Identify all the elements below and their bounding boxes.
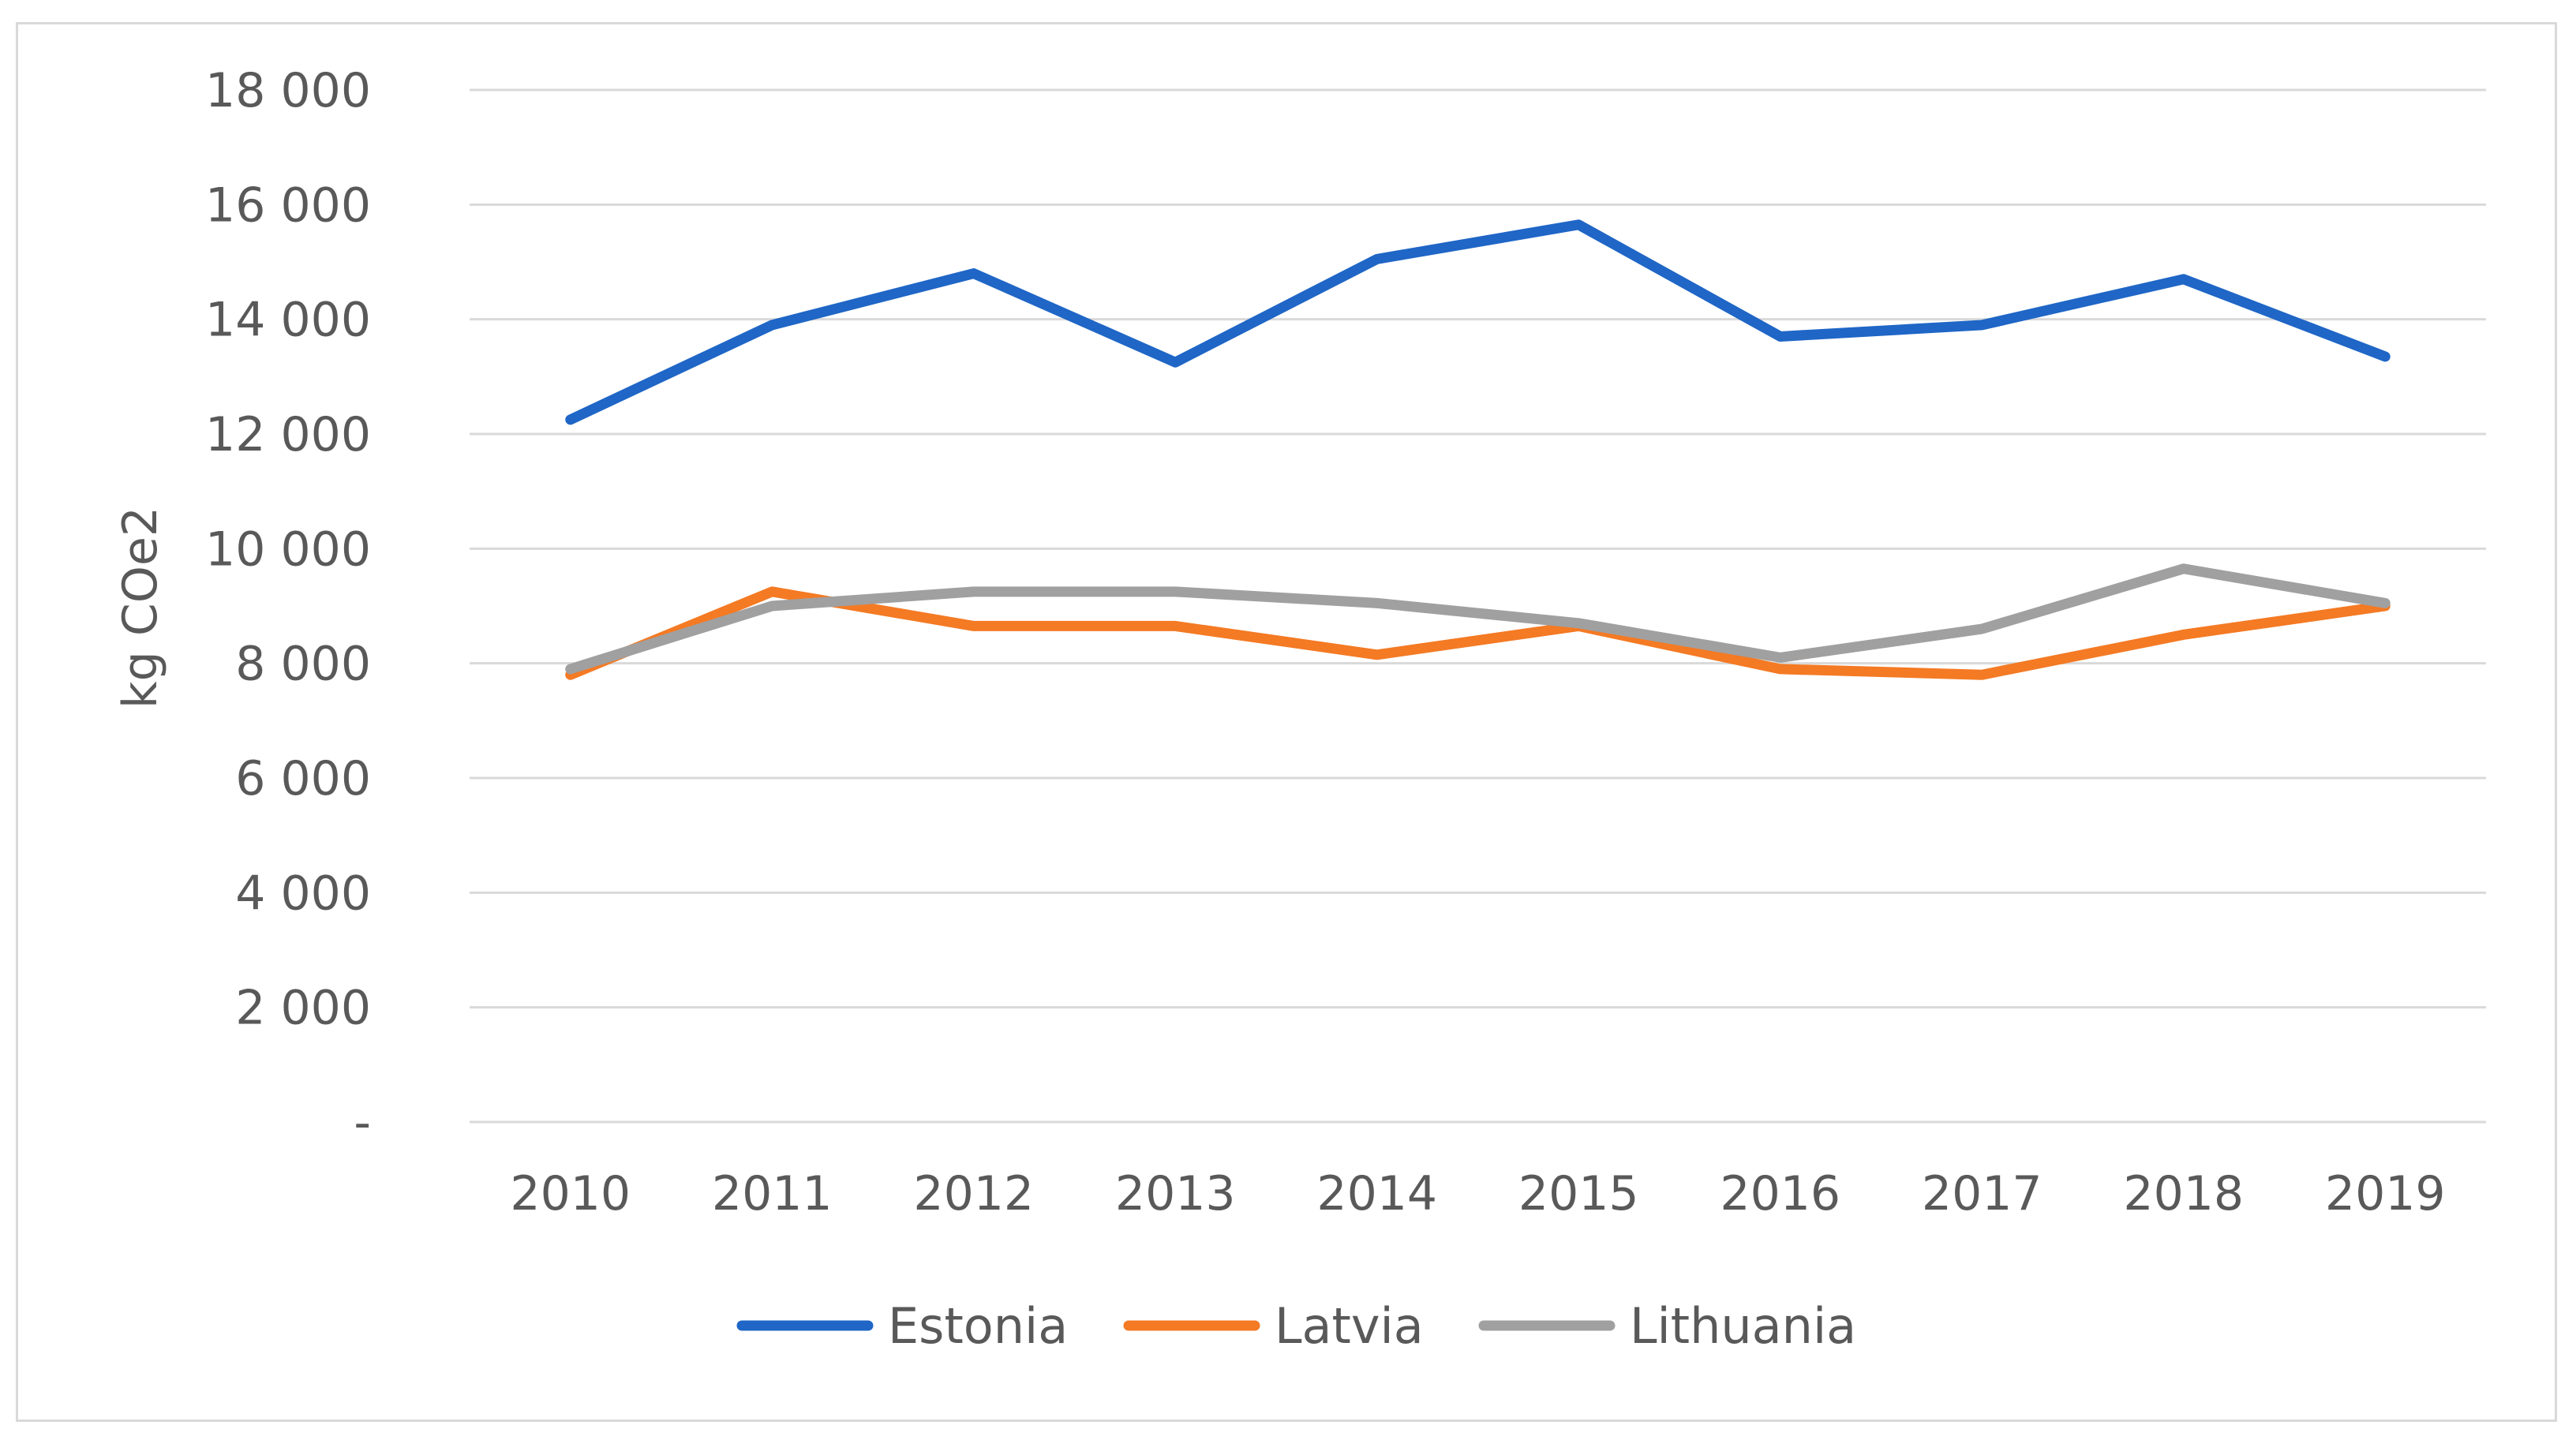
data-point-lithuania-2010 [569, 668, 571, 670]
series-line-latvia [565, 586, 2391, 680]
legend-label: Lithuania [1630, 1297, 1856, 1355]
y-tick-label: 6 000 [235, 751, 371, 806]
y-tick-label: 4 000 [235, 866, 371, 921]
data-point-estonia-2013 [1174, 361, 1177, 364]
data-point-latvia-2010 [569, 674, 571, 676]
x-tick-label: 2011 [712, 1166, 833, 1221]
legend: Estonia Latvia Lithuania [736, 1297, 1856, 1355]
x-tick-label: 2012 [913, 1166, 1034, 1221]
x-tick-label: 2013 [1115, 1166, 1236, 1221]
y-tick-label: 18 000 [205, 63, 371, 118]
data-point-lithuania-2016 [1779, 656, 1781, 659]
y-axis-ticks: - 2 000 4 000 6 000 8 000 10 000 12 000 14 000 1… [205, 63, 371, 1150]
x-tick-label: 2019 [2325, 1166, 2446, 1221]
data-point-estonia-2018 [2182, 278, 2185, 280]
data-point-lithuania-2013 [1174, 590, 1177, 593]
series-lines [565, 219, 2391, 680]
data-point-lithuania-2014 [1376, 602, 1378, 604]
y-tick-label: 2 000 [235, 981, 371, 1036]
data-point-latvia-2013 [1174, 625, 1177, 627]
series-line-lithuania [565, 563, 2391, 675]
y-tick-label: 10 000 [205, 522, 371, 577]
y-tick-label: 16 000 [205, 178, 371, 233]
data-point-estonia-2012 [972, 272, 975, 275]
x-tick-label: 2015 [1518, 1166, 1639, 1221]
data-point-latvia-2018 [2182, 634, 2185, 636]
data-point-estonia-2016 [1779, 335, 1781, 338]
data-point-estonia-2014 [1376, 258, 1378, 260]
data-point-estonia-2015 [1578, 223, 1580, 226]
x-tick-label: 2017 [1922, 1166, 2042, 1221]
data-point-estonia-2019 [2384, 355, 2387, 357]
x-tick-label: 2010 [510, 1166, 631, 1221]
x-tick-label: 2014 [1316, 1166, 1437, 1221]
data-point-estonia-2017 [1981, 324, 1983, 326]
y-tick-label: 8 000 [235, 637, 371, 692]
data-point-latvia-2016 [1779, 668, 1781, 670]
data-point-lithuania-2018 [2182, 567, 2185, 570]
data-point-lithuania-2017 [1981, 628, 1983, 630]
y-axis-title: kg COe2 [113, 507, 168, 709]
x-tick-label: 2016 [1720, 1166, 1840, 1221]
data-point-estonia-2010 [569, 418, 571, 421]
data-point-latvia-2014 [1376, 653, 1378, 656]
y-tick-label: 14 000 [205, 293, 371, 348]
x-tick-label: 2018 [2123, 1166, 2244, 1221]
data-point-lithuania-2011 [771, 605, 773, 607]
legend-label: Latvia [1275, 1297, 1424, 1355]
data-point-lithuania-2019 [2384, 602, 2387, 604]
legend-item-estonia: Estonia [736, 1297, 1068, 1355]
data-point-lithuania-2012 [972, 590, 975, 593]
y-tick-label: 12 000 [205, 407, 371, 462]
legend-item-lithuania: Lithuania [1478, 1297, 1856, 1355]
x-axis-ticks: 2010 2011 2012 2013 2014 2015 2016 2017 2018 2019 [510, 1166, 2445, 1221]
chart-frame [16, 22, 2557, 1422]
legend-label: Estonia [888, 1297, 1068, 1355]
data-point-estonia-2011 [771, 324, 773, 326]
legend-item-latvia: Latvia [1123, 1297, 1424, 1355]
data-point-latvia-2012 [972, 625, 975, 627]
series-line-estonia [565, 219, 2391, 425]
gridlines [470, 88, 2486, 1124]
data-point-latvia-2017 [1981, 674, 1983, 676]
y-tick-label: - [354, 1095, 371, 1150]
data-point-lithuania-2015 [1578, 622, 1580, 624]
data-point-latvia-2011 [771, 590, 773, 593]
